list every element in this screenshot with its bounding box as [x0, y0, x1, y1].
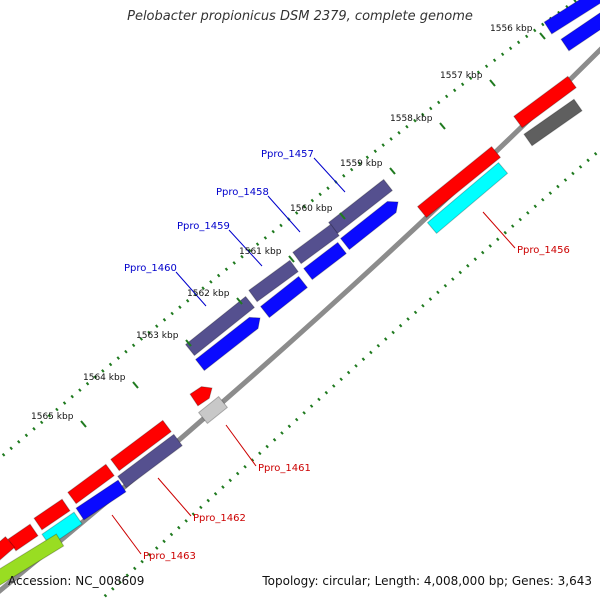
tick-label: 1559 kbp [340, 159, 383, 169]
genome-summary-text: Topology: circular; Length: 4,008,000 bp… [262, 574, 592, 588]
gene-callout-label: Ppro_1458 [216, 187, 269, 198]
tick-mark [439, 122, 446, 130]
gene-callout-leader [228, 229, 263, 267]
tick-label: 1562 kbp [187, 289, 230, 299]
tick-label: 1556 kbp [490, 24, 533, 34]
gene-feature-block [189, 386, 213, 407]
outer-tick-track [94, 148, 600, 604]
gene-feature-block [292, 223, 340, 265]
gene-feature-block [303, 241, 347, 281]
gene-feature-block [543, 0, 600, 35]
tick-label: 1557 kbp [440, 71, 483, 81]
gene-feature-block [523, 98, 583, 147]
map-title: Pelobacter propionicus DSM 2379, complet… [127, 9, 473, 24]
gene-feature-block [560, 12, 600, 52]
tick-label: 1558 kbp [390, 114, 433, 124]
tick-label: 1565 kbp [31, 412, 74, 422]
gene-callout-label: Ppro_1459 [177, 221, 230, 232]
tick-label: 1561 kbp [239, 247, 282, 257]
gene-callout-leader [111, 514, 142, 555]
tick-mark [339, 212, 346, 220]
gene-callout-label: Ppro_1461 [258, 463, 311, 474]
gene-feature-block [513, 75, 577, 129]
accession-text: Accession: NC_008609 [8, 574, 145, 588]
gene-feature-block [117, 433, 183, 489]
tick-labels: 1556 kbp 1557 kbp 1558 kbp 1559 kbp 1560 kbp… [31, 24, 546, 428]
gene-feature-block [416, 145, 502, 219]
gene-feature-block [0, 533, 65, 586]
gene-feature-block [75, 479, 127, 521]
tick-mark [539, 32, 546, 40]
inner-tick-track [0, 0, 579, 460]
gene-feature-block [426, 161, 509, 235]
gene-feature-block [110, 419, 172, 472]
gene-feature-block [248, 259, 299, 303]
tick-label: 1564 kbp [83, 373, 126, 383]
gene-callout-leader [225, 424, 257, 467]
gene-features [0, 0, 600, 586]
tick-mark [236, 297, 243, 305]
tick-mark [132, 381, 139, 389]
gene-feature-block [67, 463, 115, 505]
tick-mark [389, 167, 396, 175]
gene-callouts: Ppro_1457 Ppro_1458 Ppro_1459 Ppro_1460 Ppro… [111, 149, 570, 562]
gene-callout-leader [157, 477, 192, 517]
gene-feature-block [197, 395, 229, 425]
tick-mark [288, 255, 295, 263]
gene-feature-block [184, 295, 256, 357]
gene-callout-label: Ppro_1457 [261, 149, 314, 160]
gene-callout-label: Ppro_1456 [517, 245, 570, 256]
gene-callout-label: Ppro_1462 [193, 513, 246, 524]
tick-label: 1560 kbp [290, 204, 333, 214]
gene-feature-block [0, 536, 16, 561]
gene-callout-leader [267, 195, 301, 233]
tick-mark [80, 420, 87, 428]
tick-label: 1563 kbp [136, 331, 179, 341]
gene-feature-block [259, 275, 309, 319]
gene-feature-block [194, 316, 261, 372]
gene-callout-leader [482, 211, 516, 249]
gene-feature-block [339, 200, 399, 251]
gene-feature-block [33, 498, 71, 531]
gene-callout-leader [175, 271, 207, 307]
gene-callout-leader [313, 157, 346, 193]
tick-mark [185, 339, 192, 347]
gene-callout-label: Ppro_1463 [143, 551, 196, 562]
gene-callout-label: Ppro_1460 [124, 263, 177, 274]
tick-mark [489, 79, 496, 87]
